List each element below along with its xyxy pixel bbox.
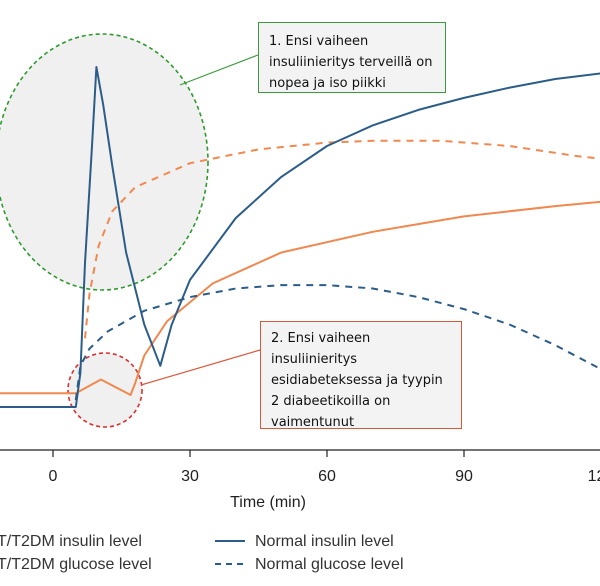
legend: T/T2DM insulin level T/T2DM glucose level… [0, 533, 404, 573]
series-line-3 [74, 284, 600, 401]
legend-label-1: T/T2DM glucose level [0, 556, 152, 573]
x-tick-label-1: 30 [181, 468, 199, 485]
callout-connectors [140, 54, 261, 386]
x-axis-label: Time (min) [230, 494, 306, 511]
series-line-0 [0, 200, 600, 396]
callout-first-phase-impaired: 2. Ensi vaiheen insuliinieritys esidiabe… [260, 321, 462, 430]
highlight-circles [0, 33, 209, 428]
highlight-circle-first-phase-normal [0, 33, 209, 291]
x-axis-ticks: 0 30 60 90 120 [49, 450, 600, 485]
callout-first-phase-impaired-text: 2. Ensi vaiheen insuliinieritys esidiabe… [271, 331, 443, 430]
callout-first-phase-normal: 1. Ensi vaiheen insuliinieritys terveill… [258, 22, 446, 93]
legend-label-0: T/T2DM insulin level [0, 533, 142, 550]
series-layer [0, 66, 600, 408]
x-tick-label-2: 60 [318, 468, 336, 485]
connector-line-2 [140, 349, 261, 386]
connector-line-1 [179, 54, 259, 86]
x-tick-label-3: 90 [455, 468, 473, 485]
legend-label-3: Normal glucose level [255, 556, 404, 573]
series-line-2 [0, 66, 600, 408]
x-tick-label-0: 0 [49, 468, 58, 485]
x-tick-label-4: 120 [588, 468, 600, 485]
legend-label-2: Normal insulin level [255, 533, 394, 550]
x-axis: 0 30 60 90 120 Time (min) [0, 449, 600, 511]
series-line-1 [84, 139, 600, 339]
highlight-circle-first-phase-impaired [67, 352, 143, 428]
callout-first-phase-normal-text: 1. Ensi vaiheen insuliinieritys terveill… [269, 34, 433, 91]
